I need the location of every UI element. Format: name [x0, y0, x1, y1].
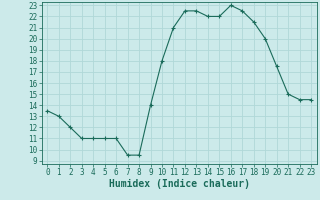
X-axis label: Humidex (Indice chaleur): Humidex (Indice chaleur)	[109, 179, 250, 189]
